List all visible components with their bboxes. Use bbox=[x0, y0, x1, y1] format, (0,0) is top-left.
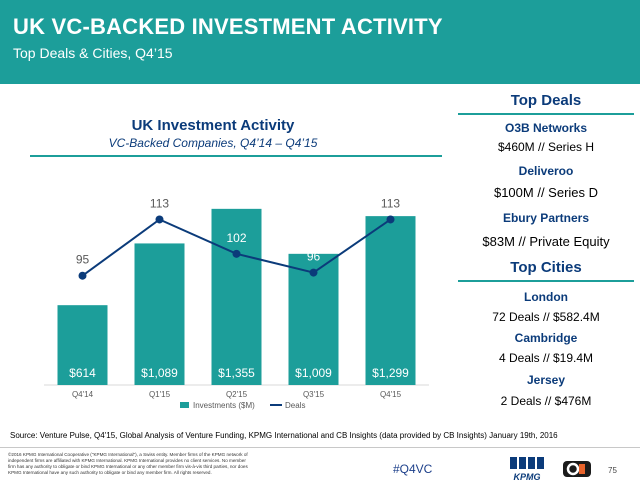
deals-value-label: 113 bbox=[381, 196, 400, 210]
page-number: 75 bbox=[608, 466, 617, 475]
bar-value-label: $1,009 bbox=[295, 366, 332, 380]
top-city-item: 2 Deals // $476M bbox=[458, 394, 634, 408]
top-city-item: 4 Deals // $19.4M bbox=[458, 351, 634, 365]
x-tick-label: Q4'15 bbox=[380, 390, 402, 399]
bar bbox=[57, 305, 108, 385]
page-title: UK VC-BACKED INVESTMENT ACTIVITY bbox=[13, 14, 443, 39]
legend-swatch-investments bbox=[180, 402, 189, 408]
deal-amount: $100M // Series D bbox=[493, 185, 599, 200]
top-deal-item: Deliveroo bbox=[458, 164, 634, 178]
chart-subtitle: VC-Backed Companies, Q4’14 – Q4’15 bbox=[108, 136, 318, 150]
deals-value-label: 95 bbox=[76, 253, 90, 267]
hashtag: #Q4VC bbox=[393, 462, 433, 476]
top-deal-item: O3B Networks bbox=[458, 121, 634, 135]
deal-amount: $460M // Series H bbox=[497, 140, 595, 154]
deal-company: O3B Networks bbox=[504, 121, 588, 135]
city-stats: 72 Deals // $582.4M bbox=[492, 310, 600, 324]
chart-title: UK Investment Activity bbox=[131, 117, 295, 134]
city-stats: 4 Deals // $19.4M bbox=[498, 351, 594, 365]
deals-point bbox=[386, 215, 395, 224]
deal-amount: $83M // Private Equity bbox=[482, 234, 610, 249]
bar-value-label: $1,299 bbox=[372, 366, 409, 380]
x-tick-label: Q1'15 bbox=[149, 390, 171, 399]
city-name: Jersey bbox=[526, 373, 566, 387]
chart-divider bbox=[30, 155, 442, 157]
deals-value-label: 96 bbox=[307, 250, 321, 264]
top-deal-item: $83M // Private Equity bbox=[458, 234, 634, 249]
top-city-item: Jersey bbox=[458, 373, 634, 387]
source-note: Source: Venture Pulse, Q4'15, Global Ana… bbox=[10, 431, 558, 440]
deal-company: Ebury Partners bbox=[502, 211, 590, 225]
bar bbox=[134, 243, 185, 385]
bar-value-label: $614 bbox=[69, 366, 96, 380]
x-tick-label: Q2'15 bbox=[226, 390, 248, 399]
kpmg-logo-text: KPMG bbox=[514, 472, 541, 482]
x-tick-label: Q4'14 bbox=[72, 390, 94, 399]
top-city-item: Cambridge bbox=[458, 331, 634, 345]
top-cities-divider bbox=[458, 280, 634, 282]
deals-point bbox=[232, 249, 241, 258]
top-deal-item: $100M // Series D bbox=[458, 185, 634, 200]
deals-value-label: 102 bbox=[226, 231, 246, 245]
x-tick-label: Q3'15 bbox=[303, 390, 325, 399]
deals-point bbox=[309, 268, 318, 277]
city-name: Cambridge bbox=[514, 331, 578, 345]
top-deal-item: Ebury Partners bbox=[458, 211, 634, 225]
legend-label-investments: Investments ($M) bbox=[193, 401, 255, 410]
top-deal-item: $460M // Series H bbox=[458, 140, 634, 154]
page-subtitle: Top Deals & Cities, Q4’15 bbox=[13, 45, 173, 61]
deals-point bbox=[78, 271, 87, 280]
top-cities-heading: Top Cities bbox=[510, 259, 582, 276]
bar-value-label: $1,089 bbox=[141, 366, 178, 380]
legal-disclaimer: ©2016 KPMG International Cooperative ("K… bbox=[8, 452, 248, 475]
city-stats: 2 Deals // $476M bbox=[500, 394, 592, 408]
deal-company: Deliveroo bbox=[518, 164, 574, 178]
kpmg-logo: KPMG bbox=[510, 457, 544, 482]
bar bbox=[211, 208, 262, 385]
legend-label-deals: Deals bbox=[285, 401, 305, 410]
bar bbox=[365, 216, 416, 385]
top-deals-heading: Top Deals bbox=[510, 92, 582, 109]
top-deals-divider bbox=[458, 113, 634, 115]
top-city-item: 72 Deals // $582.4M bbox=[458, 310, 634, 324]
footer-divider bbox=[0, 447, 640, 448]
city-name: London bbox=[524, 290, 568, 304]
deals-value-label: 113 bbox=[150, 196, 169, 210]
bar-value-label: $1,355 bbox=[218, 366, 255, 380]
top-city-item: London bbox=[458, 290, 634, 304]
header-banner: UK VC-BACKED INVESTMENT ACTIVITY Top Dea… bbox=[0, 0, 640, 84]
cb-insights-logo bbox=[563, 461, 591, 477]
deals-point bbox=[155, 215, 164, 224]
investment-chart: $614 Q4'14 $1,089 Q1'15 $1,355 Q2'15 $1,009 Q3'… bbox=[44, 196, 429, 410]
